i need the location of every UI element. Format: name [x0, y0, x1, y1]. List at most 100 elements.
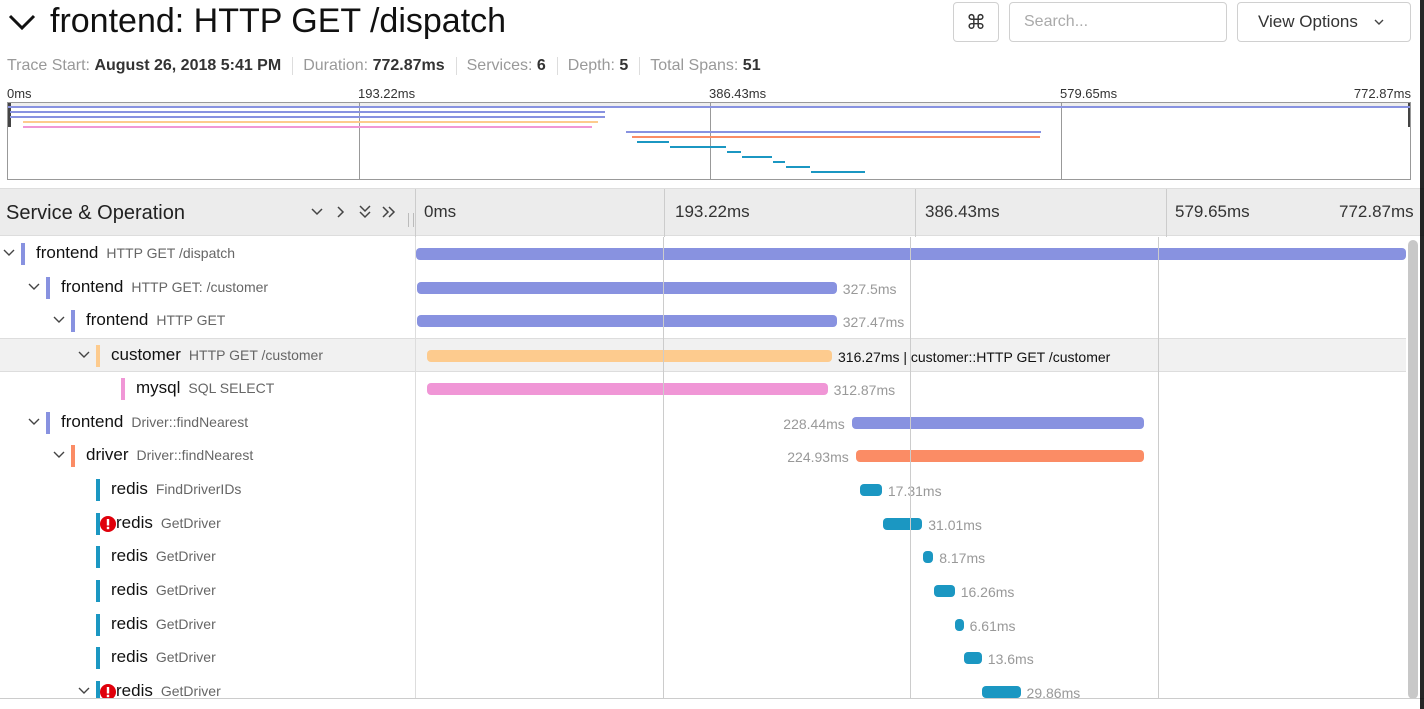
span-name[interactable]: frontend HTTP GET: /customer — [61, 277, 268, 297]
chevron-down-icon[interactable] — [52, 448, 66, 462]
collapse-all-button[interactable] — [356, 201, 374, 223]
span-bar[interactable] — [922, 551, 934, 564]
minimap-span-bar — [626, 131, 1041, 133]
span-duration: 327.5ms — [842, 280, 897, 297]
span-row[interactable]: customer HTTP GET /customer 316.27ms | cus… — [0, 338, 1406, 373]
name-column-border — [415, 237, 416, 699]
minimap-tick: 772.87ms — [1353, 86, 1411, 101]
span-name[interactable]: redis GetDriver — [111, 647, 216, 667]
keyboard-shortcuts-button[interactable]: ⌘ — [953, 2, 999, 42]
minimap-gridline — [359, 103, 360, 179]
span-name[interactable]: redis GetDriver — [116, 681, 221, 699]
expand-all-button[interactable] — [380, 201, 398, 223]
span-bar[interactable] — [982, 686, 1021, 699]
span-bar[interactable] — [855, 450, 1144, 463]
vertical-scrollbar[interactable] — [1408, 240, 1418, 699]
minimap-gridline — [1061, 103, 1062, 179]
span-row[interactable]: redis GetDriver 29.86ms — [0, 675, 1406, 699]
chevron-down-icon[interactable] — [27, 415, 41, 429]
chevron-down-icon[interactable] — [6, 8, 38, 36]
span-row[interactable]: frontend HTTP GET /dispatch — [0, 237, 1406, 271]
span-name[interactable]: mysql SQL SELECT — [136, 378, 274, 398]
chevron-down-icon[interactable] — [77, 684, 91, 698]
span-name[interactable]: redis GetDriver — [116, 513, 221, 533]
span-bar[interactable] — [416, 248, 1406, 260]
operation-name: FindDriverIDs — [155, 480, 242, 497]
trace-header: frontend: HTTP GET /dispatch ⌘ View Opti… — [0, 0, 1424, 88]
header-gridline — [664, 189, 665, 237]
expand-one-button[interactable] — [332, 201, 350, 223]
span-bar[interactable] — [417, 315, 837, 328]
span-row[interactable]: frontend Driver::findNearest 228.44ms — [0, 406, 1406, 440]
header-gridline — [915, 189, 916, 237]
minimap-span-bar — [23, 121, 598, 123]
span-row[interactable]: redis GetDriver 13.6ms — [0, 641, 1406, 675]
minimap-tick: 193.22ms — [358, 86, 416, 101]
minimap-ticks: 0ms 193.22ms 386.43ms 579.65ms 772.87ms — [7, 86, 1411, 102]
column-resize-handle[interactable] — [408, 213, 414, 227]
minimap-right-handle[interactable] — [1408, 103, 1410, 127]
minimap-span-bar — [9, 116, 605, 118]
chevron-down-icon[interactable] — [77, 348, 91, 362]
span-duration: 224.93ms — [787, 449, 849, 466]
span-row[interactable]: mysql SQL SELECT 312.87ms — [0, 372, 1406, 406]
span-row[interactable]: redis GetDriver 16.26ms — [0, 574, 1406, 608]
meta-duration: Duration: 772.87ms — [303, 57, 457, 75]
meta-services: Services: 6 — [467, 57, 558, 75]
chevron-down-icon[interactable] — [2, 246, 16, 260]
service-color-bar — [96, 580, 100, 602]
trace-minimap[interactable] — [7, 102, 1411, 180]
minimap-tick: 0ms — [7, 86, 32, 101]
window-edge — [1420, 0, 1424, 709]
timeline-gridline — [663, 237, 664, 699]
span-name[interactable]: redis GetDriver — [111, 614, 216, 634]
span-name[interactable]: redis GetDriver — [111, 546, 216, 566]
span-row[interactable]: driver Driver::findNearest 224.93ms — [0, 439, 1406, 473]
service-name: redis — [111, 647, 148, 667]
span-row[interactable]: redis GetDriver 8.17ms — [0, 540, 1406, 574]
span-bar[interactable] — [426, 382, 828, 395]
collapse-one-button[interactable] — [308, 201, 326, 223]
span-duration: 6.61ms — [969, 617, 1016, 634]
span-bar[interactable] — [933, 585, 955, 597]
span-row[interactable]: redis GetDriver 6.61ms — [0, 608, 1406, 642]
span-bar[interactable] — [426, 350, 832, 363]
header-gridline — [1166, 189, 1167, 237]
span-name[interactable]: frontend Driver::findNearest — [61, 412, 248, 432]
span-bar[interactable] — [851, 416, 1145, 429]
span-name[interactable]: redis FindDriverIDs — [111, 479, 241, 499]
span-bar[interactable] — [859, 483, 882, 496]
service-operation-title: Service & Operation — [6, 202, 185, 224]
view-options-dropdown[interactable]: View Options — [1237, 2, 1411, 42]
span-name[interactable]: redis GetDriver — [111, 580, 216, 600]
timeline-tick: 579.65ms — [1175, 202, 1250, 221]
operation-name: GetDriver — [160, 514, 221, 531]
service-color-bar — [71, 310, 75, 333]
service-name: mysql — [136, 377, 181, 397]
span-row[interactable]: redis GetDriver 31.01ms — [0, 507, 1406, 541]
span-bar[interactable] — [955, 618, 964, 631]
span-bar[interactable] — [882, 517, 923, 530]
timeline-tick: 0ms — [424, 202, 457, 221]
span-bar[interactable] — [964, 652, 982, 665]
span-bar[interactable] — [417, 281, 837, 294]
span-row[interactable]: frontend HTTP GET 327.47ms — [0, 304, 1406, 338]
trace-meta: Trace Start: August 26, 2018 5:41 PM Dur… — [7, 57, 782, 75]
search-input[interactable] — [1009, 2, 1227, 42]
minimap-span-bar — [23, 126, 592, 128]
span-row[interactable]: frontend HTTP GET: /customer 327.5ms — [0, 271, 1406, 305]
operation-name: GetDriver — [155, 548, 216, 565]
span-name[interactable]: frontend HTTP GET /dispatch — [36, 243, 235, 263]
span-name[interactable]: customer HTTP GET /customer — [111, 345, 323, 365]
span-name[interactable]: driver Driver::findNearest — [86, 445, 253, 465]
span-row[interactable]: redis FindDriverIDs 17.31ms — [0, 473, 1406, 507]
service-name: frontend — [86, 310, 149, 330]
timeline-gridline — [1158, 237, 1159, 699]
span-name[interactable]: frontend HTTP GET — [86, 310, 225, 330]
chevron-down-icon[interactable] — [52, 313, 66, 327]
chevron-down-icon[interactable] — [27, 280, 41, 294]
service-name: redis — [116, 681, 153, 699]
meta-depth: Depth: 5 — [568, 57, 641, 75]
service-color-bar — [96, 345, 100, 368]
minimap-left-handle[interactable] — [8, 103, 11, 127]
